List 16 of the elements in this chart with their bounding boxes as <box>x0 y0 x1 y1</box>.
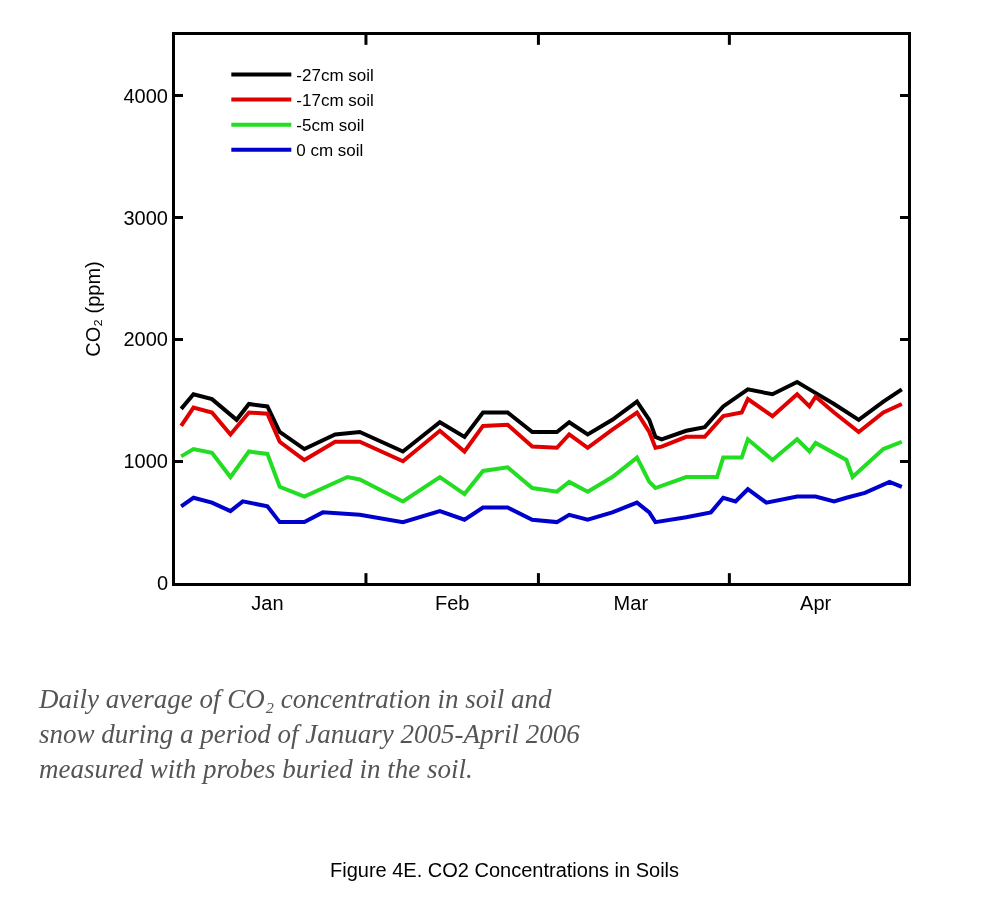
x-tick-label: Feb <box>434 592 470 614</box>
y-tick-label: 1000 <box>123 450 168 473</box>
x-tick-label: Jan <box>251 592 284 614</box>
text: Daily average of CO₂ concentration in soil and snow during a period of January 2005-April 2006 measured with probes buried in the soil. <box>38 684 581 785</box>
legend-label: 0 cm soil <box>296 141 364 161</box>
legend-label: -5cm soil <box>296 116 365 136</box>
x-tick-label: Mar <box>613 592 649 614</box>
legend-label: -27cm soil <box>296 66 374 86</box>
y-tick-label: 4000 <box>123 84 168 107</box>
y-tick-label: 0 <box>156 572 168 594</box>
legend-label: -17cm soil <box>296 91 374 111</box>
x-tick-label: Apr <box>800 592 832 614</box>
y-tick-label: 3000 <box>123 206 168 229</box>
y-axis-title: CO₂ (ppm) <box>82 261 104 357</box>
caption: Figure 4E. CO2 Concentrations in Soils <box>330 859 680 881</box>
y-tick-label: 2000 <box>123 328 168 351</box>
